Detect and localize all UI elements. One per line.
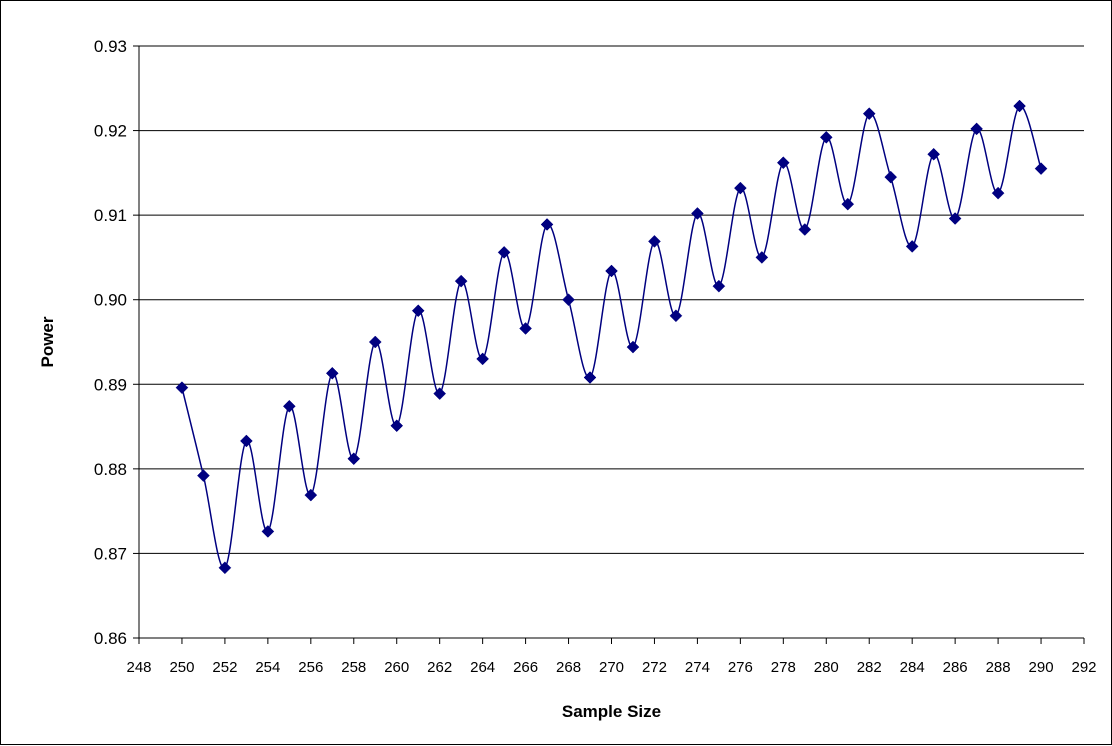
data-point-marker (540, 218, 554, 231)
data-point-marker (1034, 162, 1048, 175)
y-tick-label: 0.88 (94, 460, 127, 479)
data-point-marker (712, 279, 726, 293)
data-point-marker (583, 371, 597, 384)
data-point-marker (390, 419, 404, 433)
axes (133, 45, 1085, 644)
x-tick-label: 286 (943, 659, 968, 676)
data-point-marker (347, 452, 361, 466)
y-tick-label: 0.91 (94, 206, 127, 225)
data-point-marker (325, 366, 339, 380)
data-point-marker (884, 170, 898, 184)
data-point-marker (454, 274, 468, 288)
x-tick-label: 272 (642, 659, 667, 676)
y-tick-label: 0.93 (94, 37, 127, 56)
y-tick-label: 0.90 (94, 291, 127, 310)
data-point-marker (261, 525, 275, 538)
data-point-marker (862, 107, 876, 121)
x-tick-label: 268 (556, 659, 581, 676)
data-point-marker (991, 186, 1005, 200)
data-point-marker (841, 197, 855, 211)
x-tick-label: 266 (513, 659, 538, 676)
x-tick-label: 284 (900, 659, 925, 676)
y-tick-label: 0.89 (94, 375, 127, 394)
data-point-marker (648, 235, 661, 248)
data-point-marker (476, 352, 489, 366)
data-point-marker (240, 434, 253, 448)
data-point-marker (948, 212, 962, 225)
data-point-marker (755, 251, 769, 264)
data-point-marker (669, 309, 683, 323)
x-tick-label: 256 (298, 659, 323, 676)
x-tick-label: 290 (1029, 659, 1054, 676)
data-point-marker (626, 340, 640, 354)
x-tick-label: 254 (255, 659, 280, 676)
data-point-marker (905, 240, 919, 253)
x-tick-label: 274 (685, 659, 710, 676)
data-point-marker (368, 335, 382, 349)
data-point-marker (927, 147, 941, 161)
x-tick-label: 280 (814, 659, 839, 676)
x-tick-label: 278 (771, 659, 796, 676)
data-point-marker (819, 130, 833, 144)
data-point-marker (1013, 99, 1026, 113)
data-point-marker (776, 156, 790, 170)
series-layer (175, 99, 1048, 575)
x-tick-label: 276 (728, 659, 753, 676)
x-axis-title: Sample Size (562, 702, 661, 721)
x-tick-label: 252 (212, 659, 237, 676)
data-point-marker (197, 469, 210, 482)
data-point-marker (734, 181, 747, 195)
y-tick-label: 0.92 (94, 122, 127, 141)
x-tick-label: 282 (857, 659, 882, 676)
data-point-marker (798, 223, 812, 236)
data-point-marker (519, 322, 532, 335)
x-tick-label: 264 (470, 659, 495, 676)
data-point-marker (497, 246, 511, 259)
data-point-marker (304, 488, 318, 502)
x-tick-label: 262 (427, 659, 452, 676)
y-axis-title: Power (38, 316, 57, 367)
data-point-marker (433, 387, 447, 400)
data-point-marker (175, 381, 189, 395)
x-tick-label: 292 (1071, 659, 1096, 676)
data-point-marker (218, 561, 232, 575)
grid-lines (139, 45, 1084, 639)
data-point-marker (562, 293, 575, 307)
y-tick-label: 0.86 (94, 629, 127, 648)
x-tick-label: 270 (599, 659, 624, 676)
x-tick-label: 250 (169, 659, 194, 676)
data-point-marker (411, 304, 425, 318)
x-tick-label: 248 (126, 659, 151, 676)
x-tick-label: 258 (341, 659, 366, 676)
x-tick-label: 260 (384, 659, 409, 676)
data-point-marker (691, 207, 704, 220)
data-point-marker (605, 264, 618, 278)
data-point-marker (282, 399, 296, 413)
x-tick-label: 288 (986, 659, 1011, 676)
tick-labels: 0.86 0.87 0.88 0.89 0.90 0.91 0.92 0.93 248 250 25… (94, 37, 1097, 676)
y-tick-label: 0.87 (94, 544, 127, 563)
data-point-marker (970, 122, 983, 136)
